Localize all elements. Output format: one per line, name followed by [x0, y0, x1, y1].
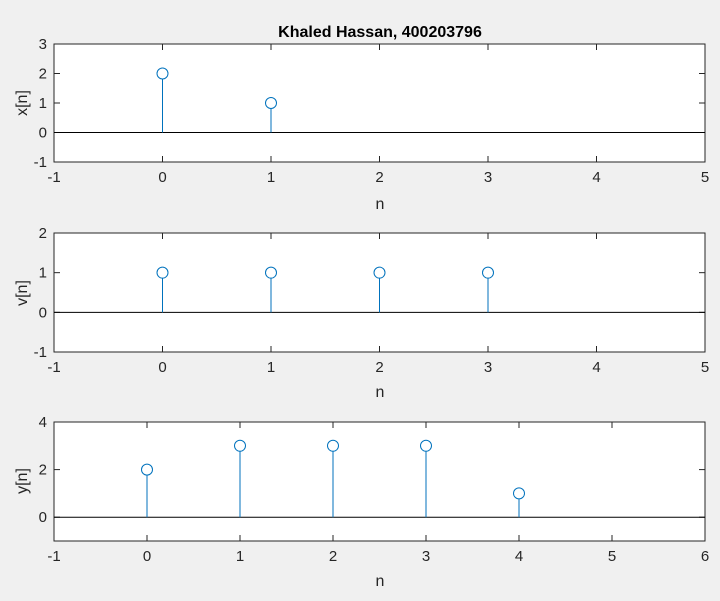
x-tick-label: 4 — [592, 359, 600, 376]
subplot-y: n y[n] -1 0 1 2 3 4 5 6 0 2 4 — [14, 414, 709, 590]
x-axis-label: n — [376, 384, 385, 401]
axes-frame — [53, 421, 706, 542]
stem-marker — [156, 67, 169, 80]
y-tick-label: 2 — [39, 225, 47, 242]
x-tick-label: 4 — [592, 169, 600, 186]
y-tick-label: -1 — [34, 154, 47, 171]
chart-title: Khaled Hassan, 400203796 — [278, 24, 482, 41]
stem-marker — [482, 266, 494, 279]
stem-marker — [265, 97, 277, 109]
y-tick-label: 3 — [39, 36, 47, 53]
stem-marker — [373, 266, 386, 279]
x-tick-label: 0 — [158, 169, 166, 186]
x-tick-label: 4 — [515, 548, 523, 565]
x-tick-label: 3 — [422, 548, 430, 565]
x-tick-label: 5 — [701, 169, 709, 186]
y-tick-label: 1 — [39, 95, 47, 112]
y-axis-label: x[n] — [14, 90, 31, 116]
y-tick-label: 2 — [39, 462, 47, 479]
axes-frame — [53, 43, 706, 163]
y-tick-label: 0 — [39, 125, 47, 142]
x-axis-label: n — [376, 573, 385, 590]
y-axis-label: v[n] — [14, 280, 31, 306]
y-tick-label: 1 — [39, 265, 47, 282]
y-tick-label: 0 — [39, 509, 47, 526]
x-tick-label: 2 — [329, 548, 337, 565]
stem-marker — [420, 439, 432, 452]
x-tick-label: -1 — [47, 169, 60, 186]
subplot-x: n x[n] -1 0 1 2 3 4 5 -1 0 1 2 3 — [14, 36, 709, 213]
stem-marker — [141, 463, 153, 476]
stem-marker — [234, 439, 246, 452]
x-tick-label: -1 — [47, 359, 60, 376]
y-tick-label: 4 — [39, 414, 47, 431]
x-axis-label: n — [376, 196, 385, 213]
x-tick-label: 5 — [608, 548, 616, 565]
x-tick-label: 1 — [267, 169, 275, 186]
x-tick-label: 0 — [143, 548, 151, 565]
x-tick-label: 1 — [236, 548, 244, 565]
stem-marker — [513, 487, 525, 500]
y-axis-label: y[n] — [14, 468, 31, 494]
x-tick-label: -1 — [47, 548, 60, 565]
x-tick-label: 0 — [158, 359, 166, 376]
stem-marker — [156, 266, 169, 279]
x-tick-label: 2 — [375, 359, 383, 376]
y-tick-label: 0 — [39, 304, 47, 321]
x-tick-label: 6 — [701, 548, 709, 565]
y-tick-label: -1 — [34, 344, 47, 361]
x-tick-label: 5 — [701, 359, 709, 376]
stem-marker — [265, 266, 277, 279]
x-tick-label: 3 — [484, 169, 492, 186]
x-tick-label: 2 — [375, 169, 383, 186]
y-tick-label: 2 — [39, 66, 47, 83]
x-tick-label: 3 — [484, 359, 492, 376]
stem-marker — [327, 439, 339, 452]
subplot-v: n v[n] -1 0 1 2 3 4 5 -1 0 1 2 — [14, 225, 709, 401]
x-tick-label: 1 — [267, 359, 275, 376]
